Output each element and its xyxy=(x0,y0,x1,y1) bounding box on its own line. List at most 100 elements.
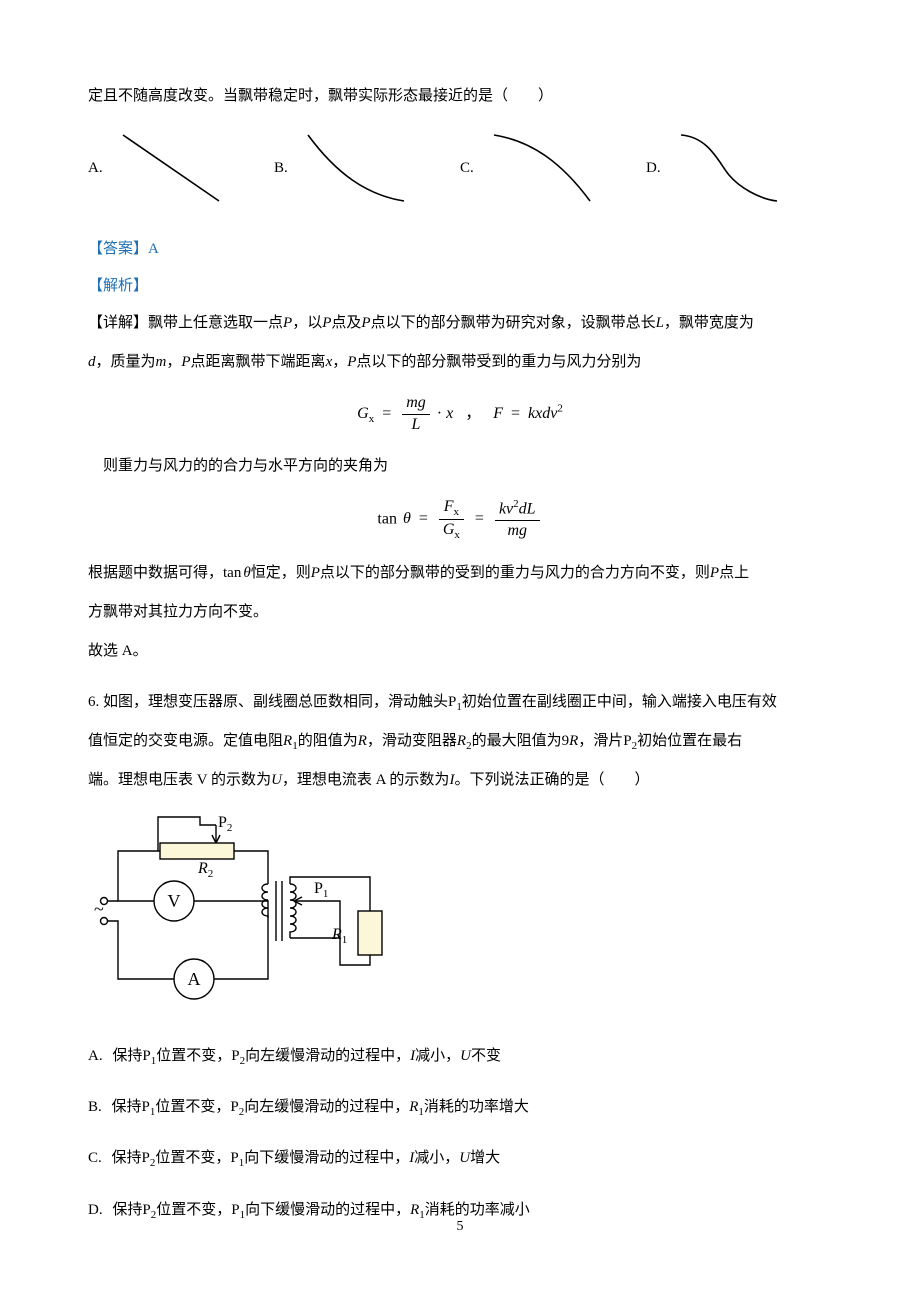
eq1-F: F xyxy=(493,405,503,422)
q6-s5: ，滑动变阻器 xyxy=(367,733,457,749)
q5-opt-b-label: B. xyxy=(274,152,288,185)
q6-stem-line3: 端。理想电压表 V 的示数为U，理想电流表 A 的示数为I。下列说法正确的是（ … xyxy=(88,764,832,797)
q6-U: U xyxy=(271,772,282,788)
circ-P1: P xyxy=(314,880,323,897)
q5-detail-line1: 【详解】飘带上任意选取一点P，以P点及P点以下的部分飘带为研究对象，设飘带总长L… xyxy=(88,307,832,340)
q5-option-d: D. xyxy=(646,123,832,213)
q6-options: A. 保持P1位置不变，P2向左缓慢滑动的过程中，I减小，U不变 B. 保持P1… xyxy=(88,1040,832,1227)
p-var-3: P xyxy=(361,315,370,331)
q6-s8: 初始位置在最右 xyxy=(637,733,742,749)
l2-p4: ， xyxy=(332,354,347,370)
eq1-frac: mg L xyxy=(402,393,430,436)
curve-b xyxy=(296,123,416,213)
q6-c-U: U xyxy=(459,1150,470,1166)
q6-c-t1: 保持 xyxy=(112,1150,142,1166)
eq2-Fx: F xyxy=(444,498,454,515)
q6-a-t4: 减小， xyxy=(415,1048,460,1064)
circ-P1-sub: 1 xyxy=(323,888,329,900)
q5-options-row: A. B. C. D. xyxy=(88,123,832,213)
p-var-7: P xyxy=(710,565,719,581)
q5-analysis-label: 【解析】 xyxy=(88,270,832,303)
q6-b-P1: P xyxy=(142,1099,150,1115)
eq1-dot: · xyxy=(437,405,442,422)
conc1-theta: θ xyxy=(243,565,250,581)
l2-p3: 点距离飘带下端距离 xyxy=(191,354,326,370)
L-var: L xyxy=(656,315,664,331)
eq1-mg: mg xyxy=(402,393,430,415)
curve-c-path xyxy=(494,135,590,201)
curve-c xyxy=(482,123,602,213)
curve-d-path xyxy=(681,135,777,201)
q6-stem-line1: 6. 如图，理想变压器原、副线圈总匝数相同，滑动触头P1初始位置在副线圈正中间，… xyxy=(88,686,832,719)
circ-P2: P xyxy=(218,814,227,831)
q5-option-b: B. xyxy=(274,123,460,213)
tilde-label: ~ xyxy=(94,899,104,919)
q6-b-t2: 位置不变， xyxy=(155,1099,230,1115)
curve-d xyxy=(669,123,789,213)
eq2-kv: kv xyxy=(499,500,513,517)
d-t1: ，以 xyxy=(292,315,322,331)
p-var-2: P xyxy=(322,315,331,331)
eq2-frac1: Fx Gx xyxy=(439,497,464,543)
q6-c-t2: 位置不变， xyxy=(155,1150,230,1166)
answer-label-text: 【答案】 xyxy=(88,241,148,257)
conc1a: 根据题中数据可得， xyxy=(88,565,223,581)
circ-P2-sub: 2 xyxy=(227,822,233,834)
q6-c-P1: P xyxy=(230,1150,238,1166)
q5-eq2: tan θ = Fx Gx = kv2dL mg xyxy=(88,497,832,543)
q6-s10: ，理想电流表 A 的示数为 xyxy=(282,772,450,788)
circ-R1-sub: 1 xyxy=(342,934,348,946)
l2-p1: ，质量为 xyxy=(96,354,156,370)
q6-s1: 如图，理想变压器原、副线圈总匝数相同，滑动触头 xyxy=(103,694,448,710)
q5-opt-d-label: D. xyxy=(646,152,661,185)
eq1-sep: ， xyxy=(465,405,481,422)
q5-answer: 【答案】A xyxy=(88,233,832,266)
eq2-mg: mg xyxy=(495,521,540,542)
eq1-eq2: = xyxy=(511,405,520,422)
q6-circuit: ~ P2 R2 V A xyxy=(88,811,832,1014)
eq2-eq1: = xyxy=(419,510,428,527)
page-number: 5 xyxy=(0,1212,920,1243)
answer-value: A xyxy=(148,241,159,257)
q6-a-letter: A. xyxy=(88,1048,103,1064)
eq1-eq: = xyxy=(382,405,391,422)
q5-detail-line2: d，质量为m，P点距离飘带下端距离x，P点以下的部分飘带受到的重力与风力分别为 xyxy=(88,346,832,379)
circ-A: A xyxy=(188,969,201,989)
q6-s4: 的阻值为 xyxy=(298,733,358,749)
q6-R2: R xyxy=(457,733,466,749)
d-t3: 点以下的部分飘带为研究对象，设飘带总长 xyxy=(371,315,656,331)
l2-p5: 点以下的部分飘带受到的重力与风力分别为 xyxy=(356,354,641,370)
d-t2: 点及 xyxy=(331,315,361,331)
q6-c-t3: 向下缓慢滑动的过程中， xyxy=(244,1150,409,1166)
q6-s3: 值恒定的交变电源。定值电阻 xyxy=(88,733,283,749)
q6-P2: P xyxy=(623,733,631,749)
q6-c-t5: 增大 xyxy=(470,1150,500,1166)
q6-c-letter: C. xyxy=(88,1150,102,1166)
svg-text:P1: P1 xyxy=(314,880,328,900)
q6-b-t1: 保持 xyxy=(112,1099,142,1115)
q6-a-t3: 向左缓慢滑动的过程中， xyxy=(245,1048,410,1064)
detail-intro: 【详解】飘带上任意选取一点 xyxy=(88,315,283,331)
d-var: d xyxy=(88,354,96,370)
q5-stem-line: 定且不随高度改变。当飘带稳定时，飘带实际形态最接近的是（ ） xyxy=(88,80,832,113)
conc1c: 点以下的部分飘带的受到的重力与风力的合力方向不变，则 xyxy=(320,565,710,581)
svg-text:R2: R2 xyxy=(197,860,213,880)
q6-s11: 。下列说法正确的是（ ） xyxy=(454,772,649,788)
q6-opt-b: B. 保持P1位置不变，P2向左缓慢滑动的过程中，R1消耗的功率增大 xyxy=(88,1091,832,1124)
q6-nine: 9 xyxy=(562,733,570,749)
eq1-Gx-sub: x xyxy=(369,413,375,425)
eq2-Fx-sub: x xyxy=(454,506,460,518)
q6-a-t5: 不变 xyxy=(471,1048,501,1064)
q5-opt-a-label: A. xyxy=(88,152,103,185)
q6-R1: R xyxy=(283,733,292,749)
circ-R2-sub: 2 xyxy=(208,868,214,880)
q6-a-t2: 位置不变， xyxy=(156,1048,231,1064)
q6-b-t3: 向左缓慢滑动的过程中， xyxy=(244,1099,409,1115)
eq2-Gx-sub: x xyxy=(454,529,460,541)
eq2-tan: tan xyxy=(377,510,397,527)
q6-b-t4: 消耗的功率增大 xyxy=(424,1099,529,1115)
svg-text:P2: P2 xyxy=(218,814,232,834)
q5-conc1: 根据题中数据可得，tanθ恒定，则P点以下的部分飘带的受到的重力与风力的合力方向… xyxy=(88,557,832,590)
p-var-1: P xyxy=(283,315,292,331)
q5-conc2: 方飘带对其拉力方向不变。 xyxy=(88,596,832,629)
